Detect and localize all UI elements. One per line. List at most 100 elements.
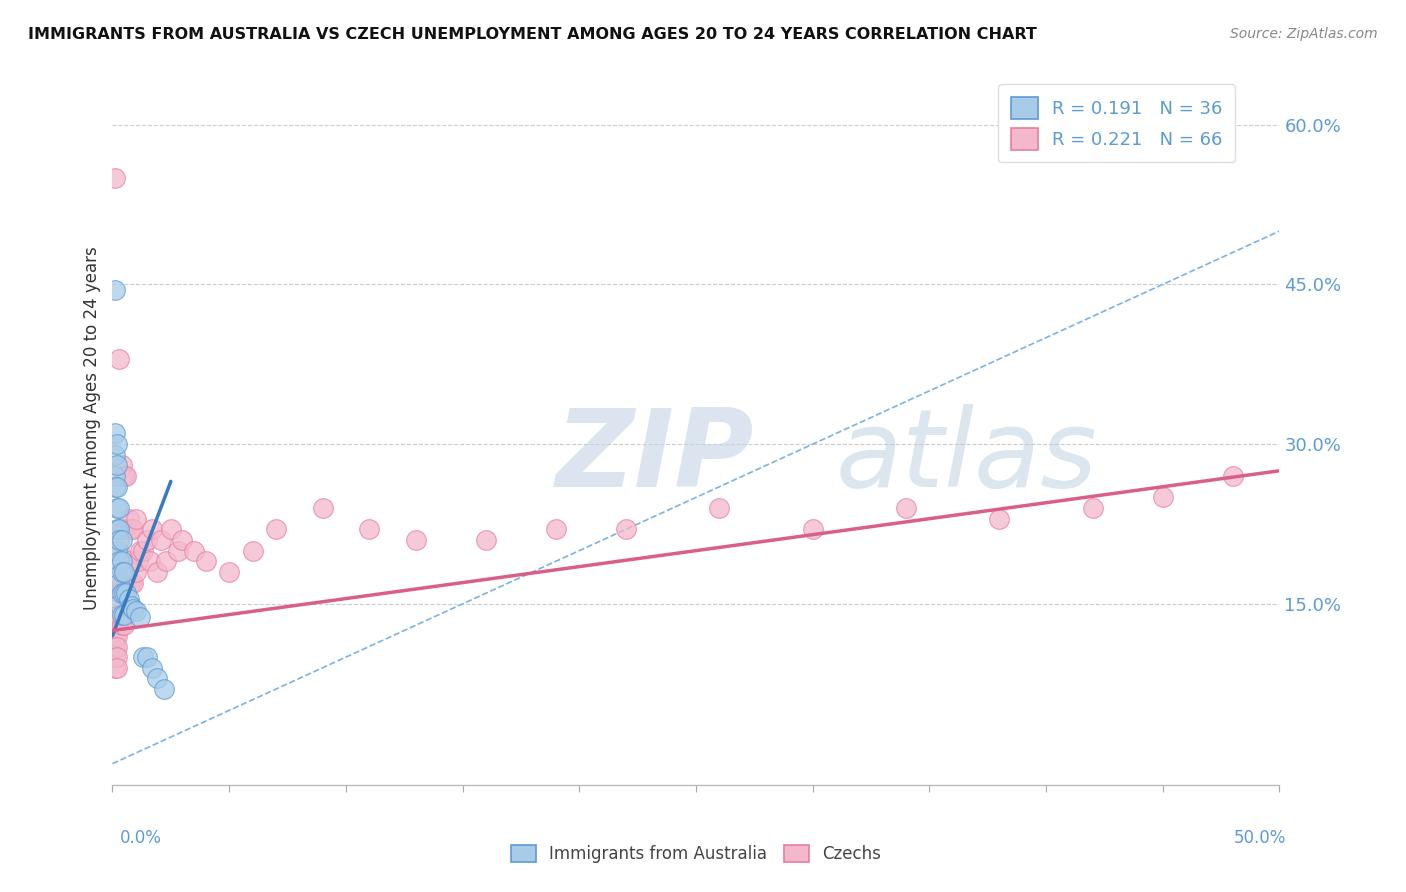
Point: [359, 522, 381, 536]
Point: [105, 437, 128, 451]
Point: [127, 554, 149, 568]
Point: [104, 170, 127, 185]
Point: [105, 629, 128, 643]
Point: [104, 650, 127, 665]
Point: [988, 511, 1011, 525]
Text: 0.0%: 0.0%: [120, 829, 162, 847]
Point: [111, 458, 134, 473]
Point: [160, 522, 183, 536]
Point: [112, 522, 135, 536]
Point: [105, 618, 128, 632]
Text: 50.0%: 50.0%: [1234, 829, 1286, 847]
Point: [125, 565, 148, 579]
Point: [544, 522, 567, 536]
Point: [111, 575, 134, 590]
Point: [120, 522, 142, 536]
Point: [1222, 469, 1244, 483]
Point: [108, 554, 131, 568]
Point: [118, 597, 141, 611]
Point: [120, 575, 142, 590]
Point: [118, 511, 141, 525]
Point: [108, 586, 131, 600]
Point: [122, 602, 145, 616]
Point: [115, 575, 138, 590]
Point: [104, 661, 127, 675]
Point: [166, 543, 188, 558]
Point: [132, 543, 155, 558]
Point: [105, 661, 128, 675]
Point: [129, 543, 152, 558]
Point: [125, 604, 148, 618]
Point: [115, 586, 138, 600]
Point: [136, 650, 159, 665]
Text: atlas: atlas: [837, 404, 1098, 509]
Point: [112, 618, 135, 632]
Point: [111, 618, 134, 632]
Point: [183, 543, 205, 558]
Point: [104, 283, 127, 297]
Point: [108, 607, 131, 622]
Point: [104, 469, 127, 483]
Point: [709, 501, 731, 516]
Point: [194, 554, 217, 568]
Point: [146, 565, 169, 579]
Point: [118, 591, 141, 606]
Point: [111, 533, 134, 547]
Point: [120, 599, 142, 613]
Point: [153, 682, 176, 697]
Point: [108, 351, 131, 366]
Point: [108, 522, 131, 536]
Point: [105, 640, 128, 654]
Point: [115, 522, 138, 536]
Point: [105, 650, 128, 665]
Point: [146, 672, 169, 686]
Point: [242, 543, 264, 558]
Point: [122, 522, 145, 536]
Point: [136, 533, 159, 547]
Point: [104, 480, 127, 494]
Point: [155, 554, 177, 568]
Point: [1081, 501, 1104, 516]
Point: [139, 554, 162, 568]
Point: [115, 469, 138, 483]
Point: [111, 522, 134, 536]
Point: [172, 533, 194, 547]
Text: IMMIGRANTS FROM AUSTRALIA VS CZECH UNEMPLOYMENT AMONG AGES 20 TO 24 YEARS CORREL: IMMIGRANTS FROM AUSTRALIA VS CZECH UNEMP…: [28, 27, 1038, 42]
Point: [614, 522, 637, 536]
Point: [108, 597, 131, 611]
Point: [894, 501, 917, 516]
Point: [104, 640, 127, 654]
Point: [405, 533, 427, 547]
Point: [801, 522, 824, 536]
Point: [218, 565, 240, 579]
Point: [105, 522, 128, 536]
Point: [311, 501, 333, 516]
Legend: Immigrants from Australia, Czechs: Immigrants from Australia, Czechs: [505, 838, 887, 870]
Point: [108, 575, 131, 590]
Point: [104, 618, 127, 632]
Point: [105, 501, 128, 516]
Point: [111, 565, 134, 579]
Point: [108, 533, 131, 547]
Point: [112, 565, 135, 579]
Point: [475, 533, 498, 547]
Point: [118, 554, 141, 568]
Point: [104, 448, 127, 462]
Point: [125, 511, 148, 525]
Point: [105, 480, 128, 494]
Point: [105, 543, 128, 558]
Y-axis label: Unemployment Among Ages 20 to 24 years: Unemployment Among Ages 20 to 24 years: [83, 246, 101, 610]
Point: [132, 650, 155, 665]
Point: [129, 609, 152, 624]
Point: [111, 607, 134, 622]
Point: [264, 522, 287, 536]
Point: [112, 469, 135, 483]
Point: [150, 533, 173, 547]
Point: [108, 543, 131, 558]
Point: [112, 586, 135, 600]
Point: [111, 586, 134, 600]
Point: [1152, 491, 1174, 505]
Point: [122, 575, 145, 590]
Point: [111, 554, 134, 568]
Text: Source: ZipAtlas.com: Source: ZipAtlas.com: [1230, 27, 1378, 41]
